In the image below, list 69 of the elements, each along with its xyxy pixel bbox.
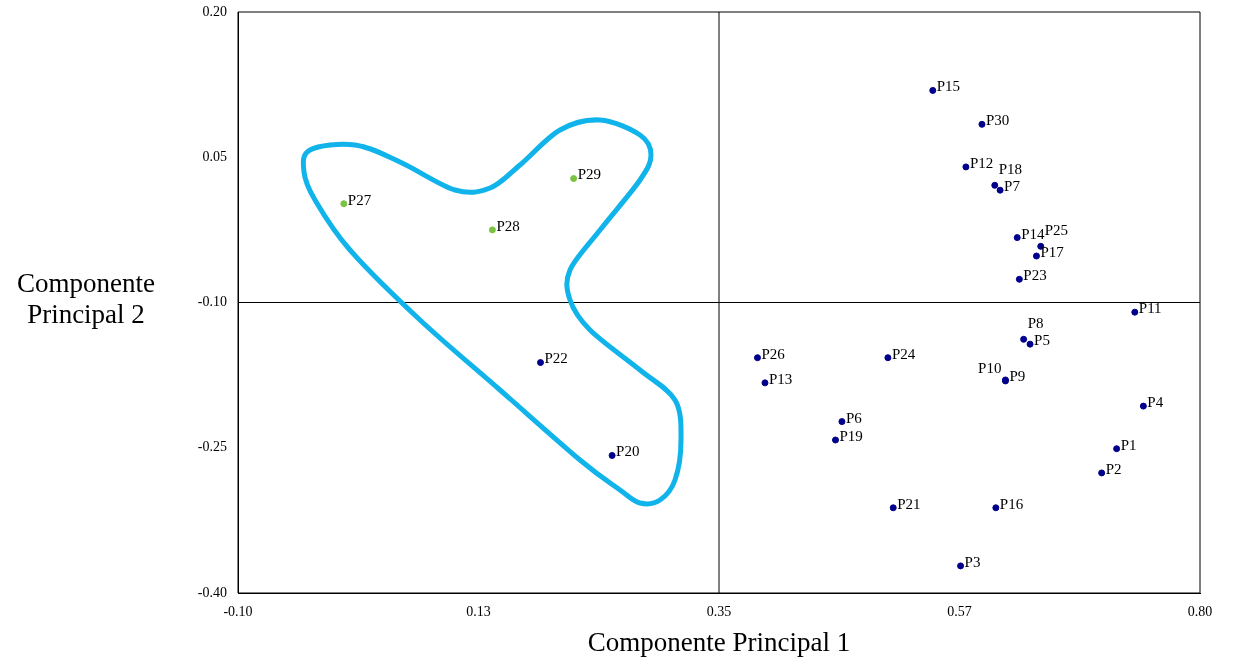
x-axis-title: Componente Principal 1 <box>587 626 851 657</box>
point <box>1020 335 1028 343</box>
x-tick-label: -0.10 <box>223 604 253 620</box>
point <box>838 418 846 426</box>
y-tick-label: 0.05 <box>202 148 227 164</box>
point <box>570 175 578 183</box>
point <box>996 186 1004 194</box>
point <box>957 562 965 570</box>
point <box>1139 402 1147 410</box>
annotation: P10 <box>978 359 1002 376</box>
annotation: P27 <box>347 191 372 208</box>
point <box>340 200 348 208</box>
point <box>1013 234 1021 242</box>
point <box>537 359 544 367</box>
point <box>889 504 897 512</box>
annotation: P30 <box>985 112 1010 129</box>
point <box>753 354 761 362</box>
point <box>991 181 999 189</box>
annotation: P25 <box>1044 222 1069 239</box>
annotation: P24 <box>891 345 916 362</box>
point <box>992 504 1000 512</box>
annotation: P12 <box>969 154 994 171</box>
y-tick-label: -0.40 <box>197 584 227 600</box>
point <box>978 120 986 128</box>
y-tick-label: -0.25 <box>197 439 227 455</box>
y-axis-title: Componente Principal 2 <box>16 268 156 330</box>
annotation: P23 <box>1023 267 1047 284</box>
annotation: P8 <box>1027 315 1044 332</box>
point <box>488 226 496 234</box>
annotation: P26 <box>761 345 786 362</box>
point <box>1026 340 1034 348</box>
annotation: P20 <box>616 443 640 460</box>
annotation: P15 <box>936 78 961 95</box>
point <box>608 452 616 459</box>
y-tick-label: -0.10 <box>197 294 227 310</box>
point <box>1098 469 1106 477</box>
y-tick-label: 0.20 <box>202 3 227 19</box>
annotation: P5 <box>1034 332 1050 349</box>
x-tick-label: 0.57 <box>947 604 972 620</box>
annotation: P19 <box>839 427 863 444</box>
point <box>929 86 937 94</box>
annotation: P11 <box>1138 300 1162 317</box>
x-tick-label: 0.80 <box>1187 604 1213 620</box>
x-tick-label: 0.13 <box>466 604 491 620</box>
point <box>1032 252 1040 260</box>
point <box>884 354 892 362</box>
annotation: P17 <box>1040 243 1065 260</box>
annotation: P22 <box>544 350 568 367</box>
annotation: P21 <box>897 495 921 512</box>
annotation: P7 <box>1004 178 1021 195</box>
annotation: P14 <box>1021 225 1046 242</box>
point <box>1131 308 1139 316</box>
annotation: P3 <box>964 553 981 570</box>
point <box>832 436 840 444</box>
annotation: P16 <box>999 495 1024 512</box>
x-tick-label: 0.35 <box>706 604 732 620</box>
annotation: P29 <box>577 166 601 183</box>
point <box>1015 275 1023 283</box>
annotation: P18 <box>998 161 1023 178</box>
annotation: P28 <box>496 217 520 234</box>
annotation: P2 <box>1105 460 1122 477</box>
point <box>761 379 769 387</box>
annotation: P13 <box>768 370 793 387</box>
annotation: P9 <box>1009 367 1026 384</box>
point <box>962 163 970 171</box>
annotation: P6 <box>845 409 863 426</box>
annotation: P1 <box>1120 436 1137 453</box>
point <box>1113 445 1121 453</box>
annotation: P4 <box>1147 394 1164 411</box>
